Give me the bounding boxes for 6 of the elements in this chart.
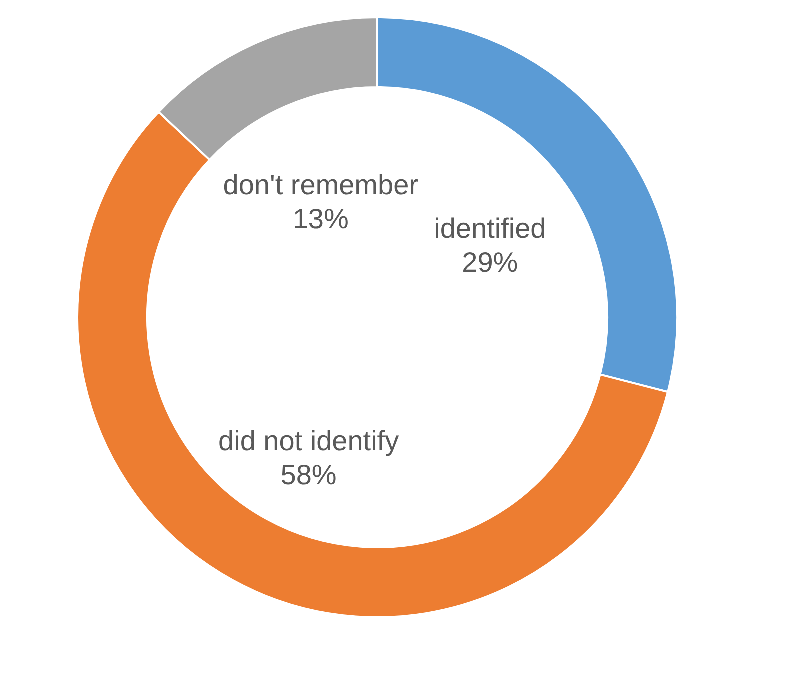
- data-label: 13%: [292, 204, 349, 235]
- data-label: 29%: [462, 247, 518, 278]
- slice-label: don't remember: [223, 170, 418, 201]
- slice-label: did not identify: [218, 425, 400, 456]
- slice-label: identified: [434, 213, 546, 244]
- data-label: 58%: [280, 459, 337, 490]
